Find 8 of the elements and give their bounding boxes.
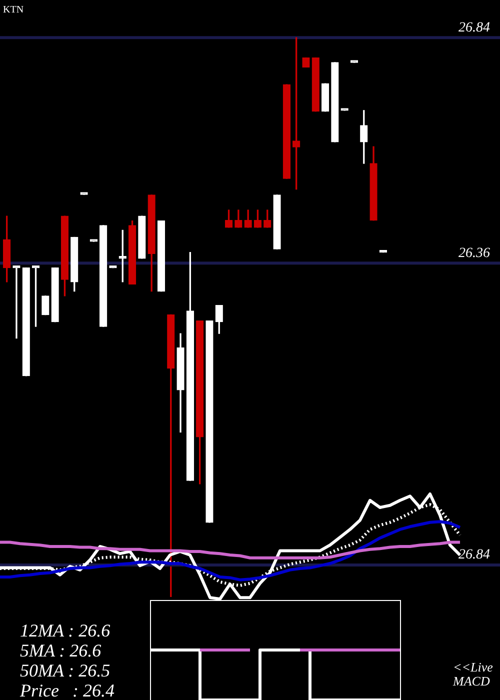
text: KTN (3, 4, 24, 16)
annotation: 5MA : 26.6 (20, 640, 102, 661)
y-tick-label: 26.36 (458, 246, 490, 261)
text: <<Live (453, 659, 494, 674)
annotation: 12MA : 26.6 (20, 620, 110, 641)
annotation: 50MA : 26.5 (20, 660, 110, 681)
annotation: Price : 26.4 (19, 680, 114, 700)
text: MACD (452, 673, 490, 688)
